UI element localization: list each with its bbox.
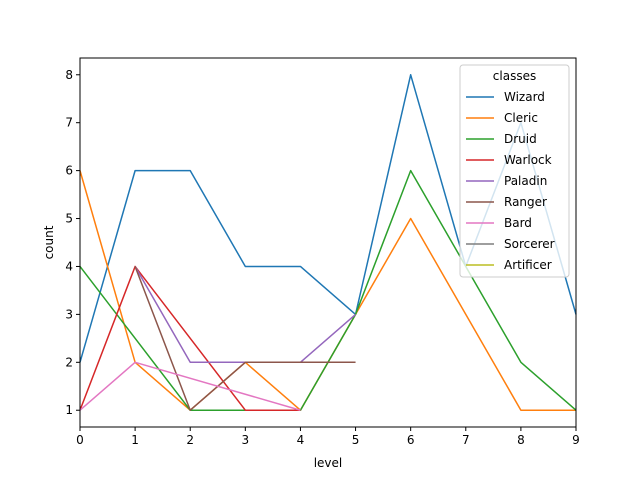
x-tick-label: 9	[572, 433, 580, 447]
legend-label-druid: Druid	[504, 132, 537, 146]
x-tick-label: 2	[186, 433, 194, 447]
y-tick-label: 7	[65, 116, 73, 130]
y-tick-label: 4	[65, 259, 73, 273]
x-tick-label: 8	[517, 433, 525, 447]
series-line-ranger	[134, 266, 356, 411]
x-tick-label: 3	[242, 433, 250, 447]
y-axis: 1 2 3 4 5 6 7 8	[65, 68, 80, 417]
legend-label-artificer: Artificer	[504, 258, 552, 272]
legend-title: classes	[493, 69, 536, 83]
legend-label-warlock: Warlock	[504, 153, 552, 167]
legend: classes Wizard Cleric Druid Warlock Paladin R…	[459, 64, 570, 278]
x-axis: 0 1 2 3 4 5 6 7 8 9	[76, 427, 580, 447]
legend-items: Wizard Cleric Druid Warlock Paladin Ranger Bar…	[466, 90, 555, 272]
series-line-warlock	[79, 265, 301, 411]
y-tick-label: 3	[65, 307, 73, 321]
legend-label-paladin: Paladin	[504, 174, 547, 188]
y-tick-label: 5	[65, 212, 73, 226]
x-tick-label: 4	[297, 433, 305, 447]
series-line-paladin	[134, 266, 357, 364]
series-line-bard	[79, 361, 301, 411]
legend-label-sorcerer: Sorcerer	[504, 237, 555, 251]
legend-label-ranger: Ranger	[504, 195, 547, 209]
x-tick-label: 1	[131, 433, 139, 447]
y-tick-label: 2	[65, 355, 73, 369]
x-tick-label: 0	[76, 433, 84, 447]
legend-label-bard: Bard	[504, 216, 532, 230]
x-tick-label: 7	[462, 433, 470, 447]
x-tick-label: 5	[352, 433, 360, 447]
x-axis-label: level	[314, 456, 343, 470]
y-tick-label: 1	[65, 403, 73, 417]
x-tick-label: 6	[407, 433, 415, 447]
y-tick-label: 6	[65, 164, 73, 178]
y-tick-label: 8	[65, 68, 73, 82]
plot-frame	[79, 57, 577, 428]
y-axis-label: count	[42, 225, 56, 259]
legend-label-wizard: Wizard	[504, 90, 545, 104]
legend-label-cleric: Cleric	[504, 111, 538, 125]
